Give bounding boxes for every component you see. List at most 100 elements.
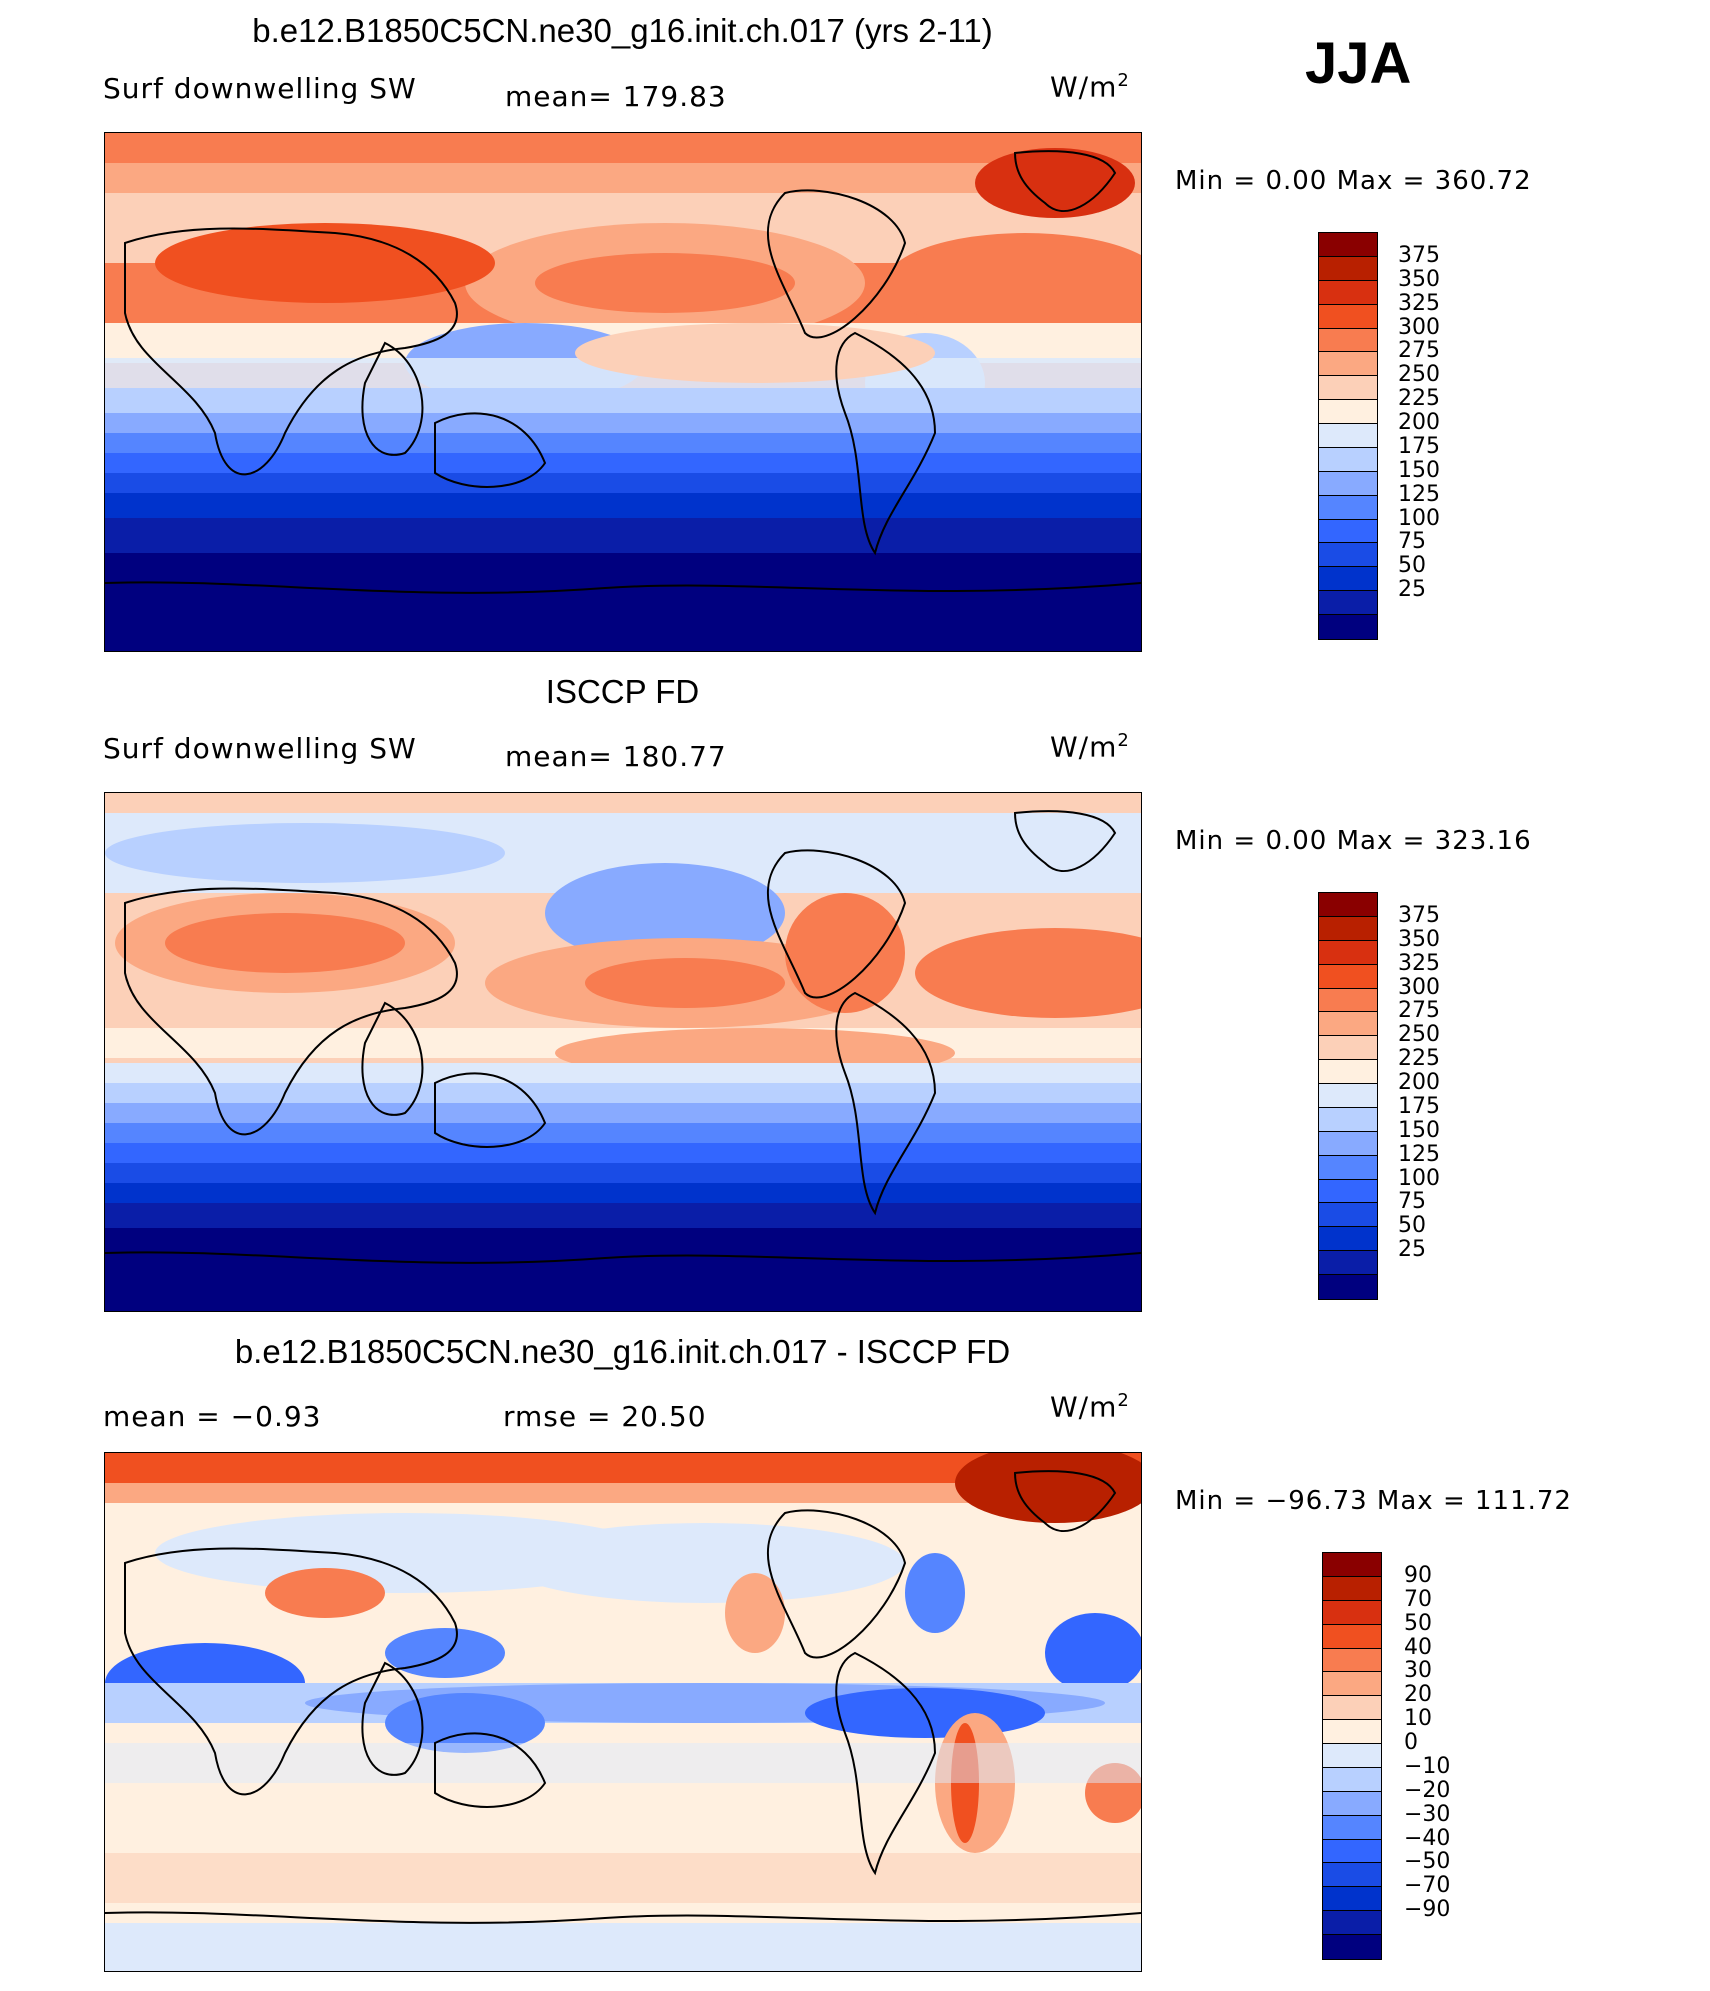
colorbar-segment <box>1319 400 1377 424</box>
colorbar-segment <box>1319 1179 1377 1204</box>
colorbar-tick-label: −30 <box>1404 1801 1451 1827</box>
colorbar-segment <box>1319 615 1377 639</box>
colorbar-tick-label: 20 <box>1404 1682 1432 1708</box>
panel1-minmax: Min = 0.00 Max = 360.72 <box>1175 166 1532 196</box>
colorbar-tick-label: 75 <box>1398 529 1426 555</box>
panel2-colorbar <box>1318 892 1378 1300</box>
colorbar-tick-label: 300 <box>1398 974 1440 1000</box>
colorbar-segment <box>1319 940 1377 965</box>
colorbar-tick-label: 50 <box>1398 1213 1426 1239</box>
panel2-title: ISCCP FD <box>545 673 700 710</box>
colorbar-segment <box>1319 964 1377 989</box>
colorbar-segment <box>1319 1227 1377 1252</box>
colorbar-tick-label: −10 <box>1404 1753 1451 1779</box>
colorbar-tick-label: 90 <box>1404 1562 1432 1588</box>
panel1-colorbar <box>1318 232 1378 640</box>
colorbar-segment <box>1323 1744 1381 1768</box>
colorbar-segment <box>1319 1084 1377 1108</box>
colorbar-segment <box>1323 1863 1381 1888</box>
colorbar-segment <box>1323 1815 1381 1840</box>
panel3-title: b.e12.B1850C5CN.ne30_g16.init.ch.017 - I… <box>234 1333 1011 1370</box>
colorbar-segment <box>1323 1791 1381 1816</box>
panel3-map <box>104 1452 1142 1972</box>
colorbar-tick-label: 275 <box>1398 338 1440 364</box>
colorbar-segment <box>1323 1672 1381 1697</box>
colorbar-segment <box>1319 1036 1377 1061</box>
panel2-mean-label: mean= 180.77 <box>505 740 727 773</box>
colorbar-tick-label: 250 <box>1398 362 1440 388</box>
colorbar-tick-label: −50 <box>1404 1849 1451 1875</box>
panel1-mean-label: mean= 179.83 <box>505 80 727 113</box>
colorbar-segment <box>1319 376 1377 401</box>
panel3-rmse-label: rmse = 20.50 <box>503 1400 707 1433</box>
colorbar-segment <box>1319 1155 1377 1180</box>
colorbar-tick-label: 300 <box>1398 314 1440 340</box>
panel2-map-svg <box>105 793 1141 1311</box>
colorbar-tick-label: 200 <box>1398 1070 1440 1096</box>
colorbar-tick-label: 25 <box>1398 577 1426 603</box>
colorbar-segment <box>1319 1107 1377 1132</box>
colorbar-segment <box>1319 543 1377 568</box>
panel3-minmax: Min = −96.73 Max = 111.72 <box>1175 1486 1572 1516</box>
colorbar-segment <box>1319 328 1377 353</box>
colorbar-segment <box>1319 495 1377 520</box>
colorbar-segment <box>1323 1648 1381 1673</box>
colorbar-tick-label: 100 <box>1398 505 1440 531</box>
colorbar-tick-label: 350 <box>1398 266 1440 292</box>
colorbar-segment <box>1323 1553 1381 1577</box>
colorbar-tick-label: 100 <box>1398 1165 1440 1191</box>
colorbar-segment <box>1319 1012 1377 1037</box>
panel3-mean-label: mean = −0.93 <box>103 1400 322 1433</box>
colorbar-tick-label: −40 <box>1404 1825 1451 1851</box>
colorbar-segment <box>1319 567 1377 592</box>
colorbar-tick-label: −90 <box>1404 1897 1451 1923</box>
panel1-variable-label: Surf downwelling SW <box>103 72 417 105</box>
colorbar-tick-label: 50 <box>1398 553 1426 579</box>
panel2-variable-label: Surf downwelling SW <box>103 732 417 765</box>
colorbar-tick-label: 175 <box>1398 433 1440 459</box>
colorbar-tick-label: 225 <box>1398 1046 1440 1072</box>
colorbar-segment <box>1319 1251 1377 1275</box>
colorbar-segment <box>1323 1767 1381 1792</box>
panel1-map <box>104 132 1142 652</box>
colorbar-tick-label: 150 <box>1398 1117 1440 1143</box>
colorbar-tick-label: 375 <box>1398 902 1440 928</box>
panel2-units: W/m2 <box>1050 730 1130 764</box>
colorbar-tick-label: −70 <box>1404 1873 1451 1899</box>
colorbar-segment <box>1319 233 1377 257</box>
colorbar-tick-label: −20 <box>1404 1777 1451 1803</box>
colorbar-segment <box>1319 352 1377 377</box>
colorbar-segment <box>1319 471 1377 496</box>
colorbar-segment <box>1319 304 1377 329</box>
colorbar-tick-label: 250 <box>1398 1022 1440 1048</box>
season-label: JJA <box>1305 31 1412 96</box>
colorbar-tick-label: 125 <box>1398 481 1440 507</box>
colorbar-tick-label: 200 <box>1398 410 1440 436</box>
panel1-units: W/m2 <box>1050 70 1130 104</box>
colorbar-tick-label: 40 <box>1404 1634 1432 1660</box>
colorbar-segment <box>1323 1696 1381 1721</box>
colorbar-segment <box>1319 1275 1377 1299</box>
colorbar-tick-label: 275 <box>1398 998 1440 1024</box>
panel3-map-svg <box>105 1453 1141 1971</box>
colorbar-segment <box>1319 591 1377 615</box>
colorbar-segment <box>1319 256 1377 281</box>
colorbar-tick-label: 325 <box>1398 290 1440 316</box>
colorbar-tick-label: 350 <box>1398 926 1440 952</box>
colorbar-tick-label: 225 <box>1398 386 1440 412</box>
colorbar-segment <box>1323 1935 1381 1959</box>
colorbar-segment <box>1319 988 1377 1013</box>
colorbar-tick-label: 50 <box>1404 1610 1432 1636</box>
colorbar-segment <box>1319 1060 1377 1084</box>
colorbar-segment <box>1323 1887 1381 1912</box>
colorbar-segment <box>1319 1131 1377 1156</box>
panel3-units: W/m2 <box>1050 1390 1130 1424</box>
colorbar-tick-label: 0 <box>1404 1730 1418 1756</box>
colorbar-tick-label: 75 <box>1398 1189 1426 1215</box>
panel1-map-svg <box>105 133 1141 651</box>
panel1-title: b.e12.B1850C5CN.ne30_g16.init.ch.017 (yr… <box>252 12 993 49</box>
colorbar-segment <box>1323 1720 1381 1744</box>
colorbar-segment <box>1319 1203 1377 1228</box>
colorbar-segment <box>1319 424 1377 448</box>
colorbar-segment <box>1319 893 1377 917</box>
